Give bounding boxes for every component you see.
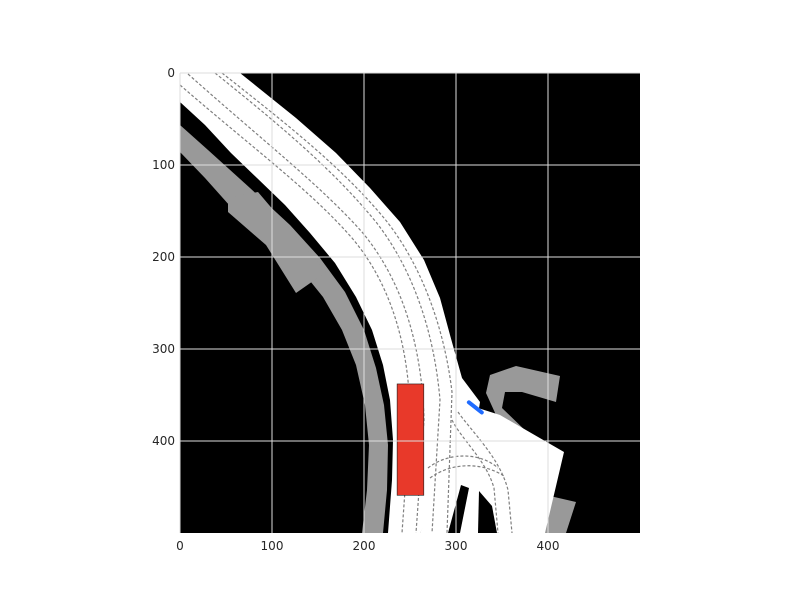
lane-line (451, 419, 499, 533)
median-gap (478, 491, 497, 533)
lane-line (214, 73, 441, 533)
x-tick-label: 300 (445, 539, 468, 553)
agent-vehicle (466, 400, 484, 415)
grid-lines (179, 72, 640, 533)
lane-line (427, 455, 499, 469)
west-parking-pad (228, 192, 326, 293)
y-tick-label: 100 (152, 158, 175, 172)
map-area (180, 73, 640, 533)
median-gaps (448, 485, 497, 533)
lane-line (180, 84, 411, 533)
x-tick-label: 400 (537, 539, 560, 553)
ego-vehicle (396, 383, 425, 496)
lane-markings (180, 73, 513, 533)
x-tick-label: 200 (353, 539, 376, 553)
y-tick-label: 300 (152, 342, 175, 356)
west-sidewalk (180, 125, 388, 533)
median-gap (448, 485, 469, 533)
y-tick-label: 400 (152, 434, 175, 448)
lane-line (429, 465, 505, 479)
lane-line (187, 73, 425, 533)
x-tick-label: 0 (176, 539, 184, 553)
y-axis-ticks: 0 100 200 300 400 (152, 66, 175, 448)
lane-line (457, 411, 513, 533)
y-tick-label: 200 (152, 250, 175, 264)
x-tick-label: 100 (261, 539, 284, 553)
x-axis-ticks: 0 100 200 300 400 (176, 539, 559, 553)
y-tick-label: 0 (167, 66, 175, 80)
lane-line (221, 73, 453, 533)
